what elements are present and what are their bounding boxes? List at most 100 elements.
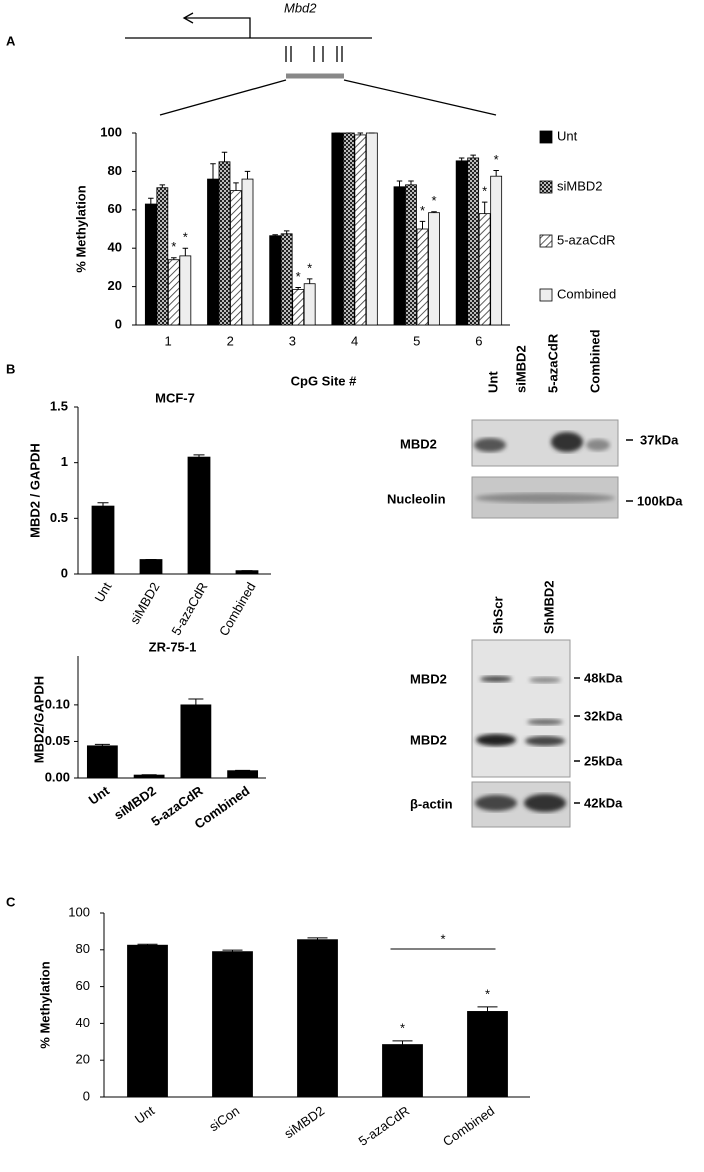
bar <box>86 745 118 779</box>
blot <box>471 639 580 828</box>
error-bar <box>431 211 437 213</box>
error-bar <box>188 698 204 705</box>
chart-title: MCF-7 <box>155 390 195 405</box>
x-tick-label: 2 <box>227 333 234 348</box>
annotation: * <box>431 193 436 208</box>
annotation: * <box>494 152 499 167</box>
y-tick-label: 80 <box>76 941 90 956</box>
bar <box>156 187 169 326</box>
bar <box>297 939 338 1098</box>
error-bar <box>221 151 228 162</box>
bar <box>342 132 355 326</box>
x-tick-label: 5-azaCdR <box>168 580 210 638</box>
legend-swatch <box>539 288 553 302</box>
error-bar <box>283 230 290 234</box>
error-bar <box>481 201 488 214</box>
error-bar <box>171 257 177 260</box>
y-tick-label: 100 <box>68 904 90 919</box>
bar <box>354 134 367 326</box>
row-label: MBD2 <box>400 436 437 451</box>
error-bar <box>493 169 499 177</box>
marker-label: 42kDa <box>584 795 623 810</box>
bar <box>365 132 378 326</box>
bar <box>478 213 491 326</box>
y-tick-label: 20 <box>76 1052 90 1067</box>
annotation: * <box>183 230 188 245</box>
bar <box>235 570 259 575</box>
lane-label: ShScr <box>490 596 505 634</box>
panel-label: B <box>6 361 15 376</box>
bar <box>144 203 157 326</box>
bar <box>187 456 211 575</box>
y-axis-label: % Methylation <box>73 185 88 272</box>
row-label: MBD2 <box>410 732 447 747</box>
error-bar <box>470 154 476 158</box>
lane-label: ShMBD2 <box>541 581 556 634</box>
x-tick-label: 5 <box>413 333 420 348</box>
row-label: β-actin <box>410 796 453 811</box>
bar <box>467 157 480 326</box>
error-bar <box>210 163 216 180</box>
legend-label: Unt <box>557 128 578 143</box>
error-bar <box>419 220 426 229</box>
marker-label: 32kDa <box>584 708 623 723</box>
x-tick-label: siMBD2 <box>281 1103 327 1141</box>
annotation: * <box>485 986 490 1001</box>
bar <box>230 190 242 326</box>
y-tick-label: 100 <box>100 124 122 139</box>
error-bar <box>307 937 328 940</box>
bar <box>127 944 168 1098</box>
bar <box>292 289 305 326</box>
bar <box>382 1044 423 1098</box>
y-axis-label: % Methylation <box>37 961 52 1048</box>
marker-label: 48kDa <box>584 670 623 685</box>
y-axis-label: MBD2/GAPDH <box>31 676 46 763</box>
x-tick-label: siMBD2 <box>127 580 163 627</box>
gene-label: Mbd2 <box>284 0 317 15</box>
x-tick-label: 6 <box>475 333 482 348</box>
y-tick-label: 60 <box>76 978 90 993</box>
error-bar <box>396 180 403 187</box>
bar <box>455 160 468 326</box>
legend-swatch <box>539 130 553 144</box>
error-bar <box>193 454 205 458</box>
error-bar <box>458 157 465 161</box>
bar <box>467 1011 508 1098</box>
error-bar <box>272 234 278 236</box>
x-axis-label: CpG Site # <box>291 373 358 388</box>
bar <box>405 184 417 326</box>
y-tick-label: 80 <box>108 163 122 178</box>
y-tick-label: 40 <box>76 1015 90 1030</box>
x-tick-label: Combined <box>216 580 259 639</box>
error-bar <box>408 180 414 185</box>
legend-label: 5-azaCdR <box>557 232 616 247</box>
y-tick-label: 0 <box>115 316 122 331</box>
error-bar <box>306 278 313 284</box>
bar <box>241 178 254 326</box>
lane-label: siMBD2 <box>513 345 528 393</box>
lane-label: Unt <box>485 371 500 393</box>
bar <box>139 559 163 575</box>
marker-label: 25kDa <box>584 753 623 768</box>
panel-label: C <box>6 894 16 909</box>
bar <box>212 951 253 1098</box>
annotation: * <box>482 184 487 199</box>
error-bar <box>244 170 251 180</box>
y-tick-label: 0.00 <box>45 769 70 784</box>
y-tick-label: 60 <box>108 201 122 216</box>
panel-label: A <box>6 33 16 48</box>
bar <box>269 235 282 326</box>
error-bar <box>159 184 166 188</box>
bar <box>207 178 219 326</box>
bar <box>428 212 440 326</box>
marker-label: 37kDa <box>640 432 679 447</box>
x-tick-label: Combined <box>440 1103 497 1149</box>
error-bar <box>477 1006 498 1012</box>
lane-label: Combined <box>587 329 602 393</box>
y-tick-label: 0.5 <box>50 510 68 525</box>
x-tick-label: siCon <box>206 1103 242 1134</box>
error-bar <box>182 247 189 256</box>
x-tick-label: 5-azaCdR <box>356 1103 413 1149</box>
error-bar <box>94 743 110 746</box>
error-bar <box>222 949 243 952</box>
